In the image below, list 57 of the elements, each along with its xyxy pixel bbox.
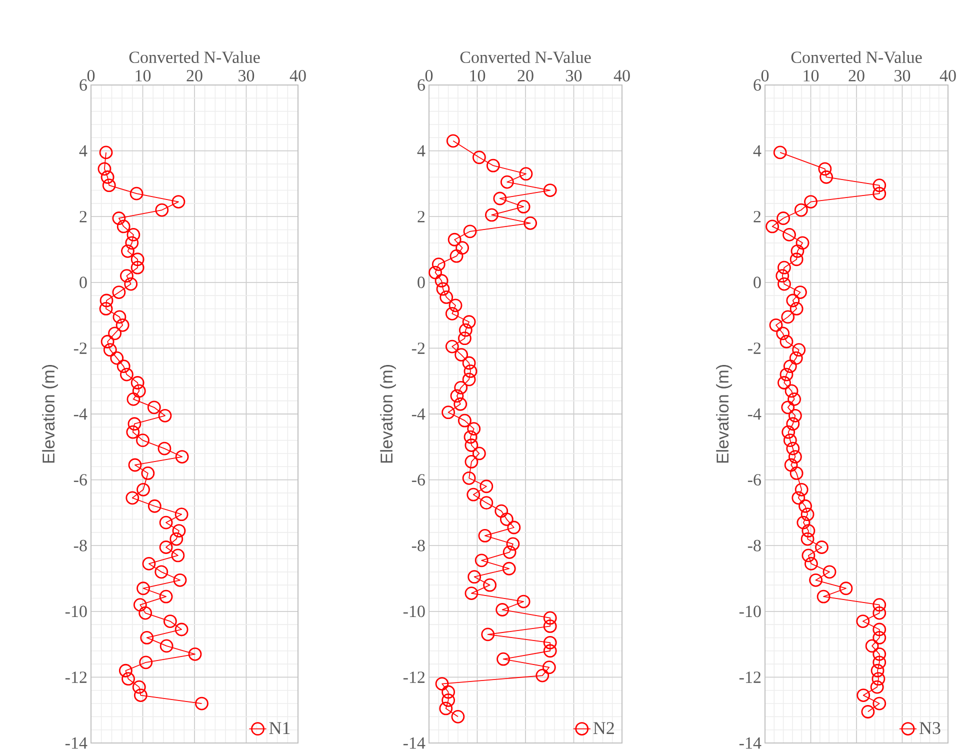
y-tick-label: -2: [74, 342, 87, 354]
y-tick-label: -6: [412, 474, 425, 486]
y-axis-title: Elevation (m): [42, 365, 58, 463]
legend-label: N2: [593, 722, 614, 734]
y-tick-label: 6: [80, 79, 87, 91]
x-tick-label: 40: [614, 70, 630, 82]
y-tick-label: -4: [412, 408, 426, 420]
y-tick-label: 0: [418, 276, 425, 288]
y-tick-label: -14: [65, 737, 88, 749]
x-axis-title: Converted N-Value: [791, 51, 922, 64]
x-tick-label: 0: [87, 70, 95, 82]
y-tick-label: -4: [748, 408, 762, 420]
y-tick-label: -14: [403, 737, 426, 749]
legend-label: N1: [269, 722, 290, 734]
x-axis-title: Converted N-Value: [129, 51, 260, 64]
y-tick-label: 0: [754, 276, 761, 288]
y-tick-label: 4: [753, 145, 762, 156]
y-tick-label: 6: [418, 79, 425, 91]
y-tick-label: -2: [412, 342, 425, 354]
x-tick-label: 20: [848, 70, 864, 82]
y-tick-label: -6: [748, 474, 761, 486]
y-tick-label: -2: [748, 342, 761, 354]
y-tick-label: 2: [754, 210, 761, 222]
y-axis-title: Elevation (m): [716, 365, 732, 463]
x-tick-label: 40: [290, 70, 306, 82]
y-tick-label: -12: [65, 672, 87, 683]
y-tick-label: -4: [74, 408, 88, 420]
y-axis-title: Elevation (m): [380, 365, 396, 463]
y-tick-label: 4: [79, 145, 88, 156]
x-tick-label: 30: [566, 70, 582, 82]
y-tick-label: -10: [403, 606, 425, 618]
y-tick-label: -6: [74, 474, 87, 486]
x-tick-label: 40: [940, 70, 956, 82]
x-tick-label: 0: [425, 70, 433, 82]
y-tick-label: -8: [74, 540, 87, 552]
y-tick-label: -10: [65, 606, 87, 618]
legend-label: N3: [919, 722, 940, 734]
x-tick-label: 20: [518, 70, 534, 82]
y-tick-label: 2: [80, 210, 87, 222]
x-tick-label: 20: [186, 70, 202, 82]
y-tick-label: -8: [748, 540, 761, 552]
y-tick-label: -12: [739, 672, 761, 683]
x-tick-label: 10: [470, 70, 486, 82]
x-axis-title: Converted N-Value: [460, 51, 591, 64]
x-tick-label: 10: [804, 70, 819, 82]
y-tick-label: 6: [754, 79, 761, 91]
y-tick-label: -10: [739, 606, 761, 618]
x-tick-label: 30: [238, 70, 254, 82]
y-tick-label: -12: [403, 672, 425, 683]
y-tick-label: 2: [418, 210, 425, 222]
y-tick-label: -14: [739, 737, 762, 749]
x-tick-label: 10: [136, 70, 151, 82]
y-tick-label: -8: [412, 540, 425, 552]
y-tick-label: 4: [417, 145, 426, 156]
y-tick-label: 0: [80, 276, 87, 288]
x-tick-label: 30: [894, 70, 910, 82]
x-tick-label: 0: [761, 70, 769, 82]
